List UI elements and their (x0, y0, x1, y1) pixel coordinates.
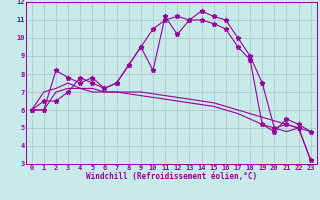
X-axis label: Windchill (Refroidissement éolien,°C): Windchill (Refroidissement éolien,°C) (86, 172, 257, 181)
